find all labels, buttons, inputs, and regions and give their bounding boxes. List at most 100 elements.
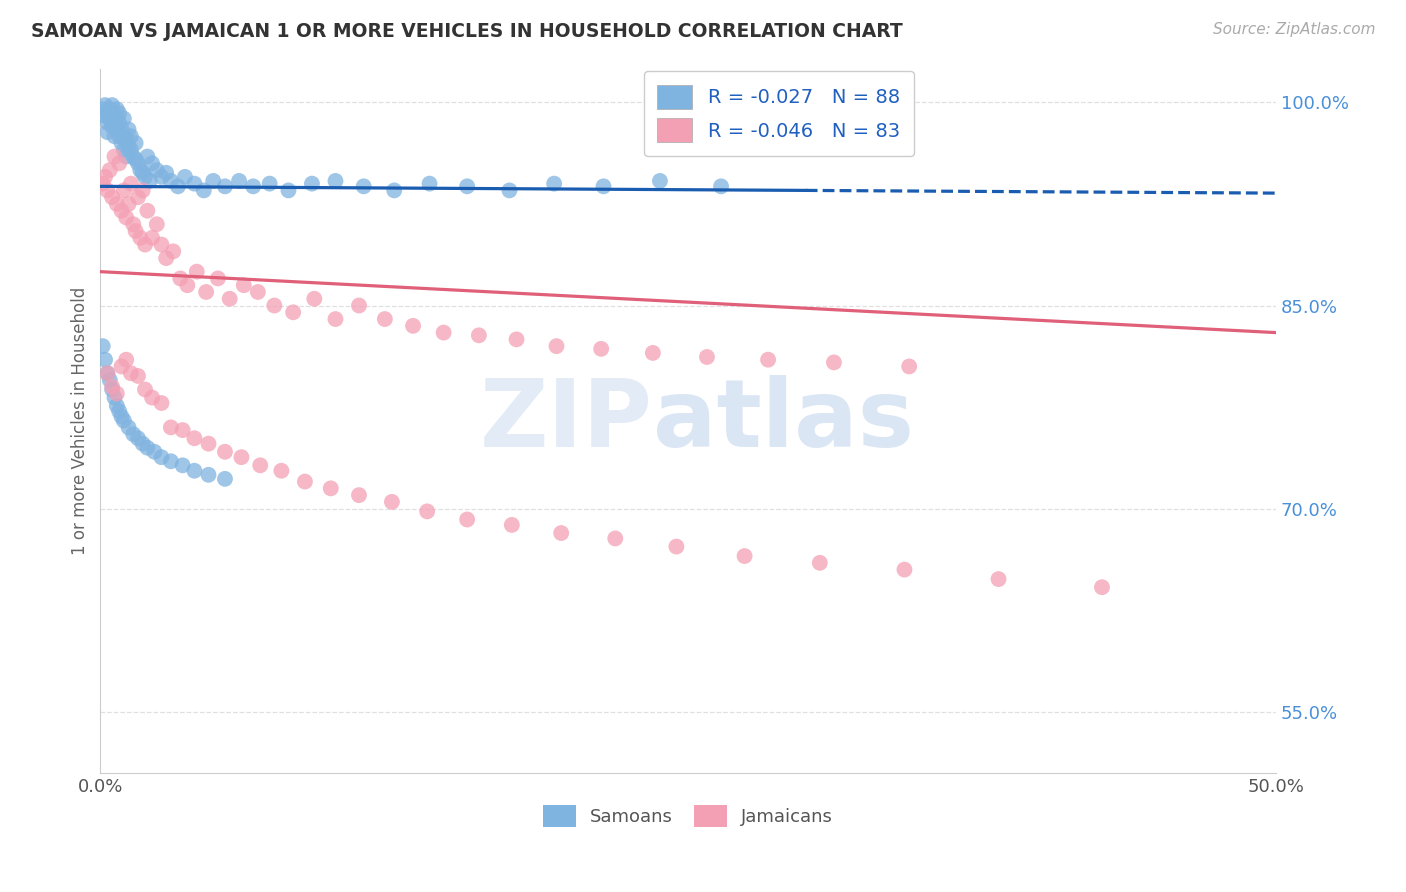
Point: [117, 122, 139, 136]
Point: [138, 174, 160, 188]
Point: [101, 380, 124, 394]
Point: [150, 450, 173, 465]
Point: [105, 386, 128, 401]
Point: [101, 106, 124, 120]
Point: [214, 444, 236, 458]
Point: [143, 444, 166, 458]
Point: [433, 326, 456, 340]
Point: [136, 150, 159, 164]
Point: [105, 102, 128, 116]
Point: [543, 177, 565, 191]
Point: [122, 150, 145, 164]
Point: [122, 427, 145, 442]
Point: [381, 495, 404, 509]
Point: [131, 436, 153, 450]
Point: [94, 109, 117, 123]
Point: [183, 177, 205, 191]
Point: [136, 441, 159, 455]
Point: [101, 383, 124, 397]
Point: [416, 504, 439, 518]
Legend: Samoans, Jamaicans: Samoans, Jamaicans: [536, 797, 841, 834]
Point: [98, 112, 121, 126]
Point: [108, 116, 131, 130]
Point: [131, 166, 153, 180]
Point: [134, 237, 156, 252]
Point: [112, 143, 135, 157]
Point: [103, 109, 125, 123]
Point: [456, 512, 478, 526]
Point: [214, 179, 236, 194]
Point: [823, 355, 845, 369]
Point: [117, 420, 139, 434]
Point: [167, 179, 190, 194]
Point: [115, 133, 138, 147]
Point: [277, 183, 299, 197]
Point: [117, 138, 139, 153]
Point: [96, 366, 118, 380]
Point: [110, 203, 132, 218]
Point: [183, 464, 205, 478]
Point: [456, 179, 478, 194]
Point: [183, 431, 205, 445]
Point: [108, 156, 131, 170]
Text: SAMOAN VS JAMAICAN 1 OR MORE VEHICLES IN HOUSEHOLD CORRELATION CHART: SAMOAN VS JAMAICAN 1 OR MORE VEHICLES IN…: [31, 22, 903, 41]
Point: [665, 540, 688, 554]
Point: [122, 217, 145, 231]
Point: [259, 177, 281, 191]
Point: [103, 150, 125, 164]
Point: [120, 366, 142, 380]
Point: [150, 237, 173, 252]
Point: [169, 271, 191, 285]
Point: [347, 299, 370, 313]
Point: [112, 414, 135, 428]
Point: [96, 125, 118, 139]
Point: [141, 391, 163, 405]
Point: [120, 143, 142, 157]
Point: [146, 163, 169, 178]
Point: [115, 352, 138, 367]
Point: [129, 231, 152, 245]
Point: [105, 112, 128, 126]
Text: Source: ZipAtlas.com: Source: ZipAtlas.com: [1212, 22, 1375, 37]
Point: [353, 179, 375, 194]
Point: [498, 183, 520, 197]
Point: [105, 197, 128, 211]
Point: [193, 183, 215, 197]
Point: [115, 211, 138, 225]
Point: [249, 458, 271, 473]
Point: [202, 174, 225, 188]
Point: [304, 292, 326, 306]
Point: [127, 190, 149, 204]
Point: [98, 373, 121, 387]
Point: [120, 129, 142, 144]
Point: [94, 169, 117, 184]
Point: [103, 116, 125, 130]
Point: [347, 488, 370, 502]
Point: [124, 224, 146, 238]
Point: [96, 106, 118, 120]
Point: [108, 404, 131, 418]
Point: [112, 183, 135, 197]
Point: [98, 163, 121, 178]
Point: [131, 183, 153, 197]
Point: [263, 299, 285, 313]
Point: [96, 183, 118, 197]
Point: [232, 278, 254, 293]
Point: [172, 423, 194, 437]
Point: [374, 312, 396, 326]
Point: [91, 339, 114, 353]
Point: [228, 174, 250, 188]
Point: [112, 129, 135, 144]
Point: [94, 98, 117, 112]
Point: [501, 517, 523, 532]
Point: [195, 285, 218, 299]
Point: [197, 436, 219, 450]
Point: [101, 120, 124, 134]
Point: [127, 368, 149, 383]
Point: [108, 106, 131, 120]
Point: [105, 122, 128, 136]
Point: [127, 156, 149, 170]
Point: [124, 136, 146, 150]
Point: [734, 549, 756, 563]
Point: [101, 190, 124, 204]
